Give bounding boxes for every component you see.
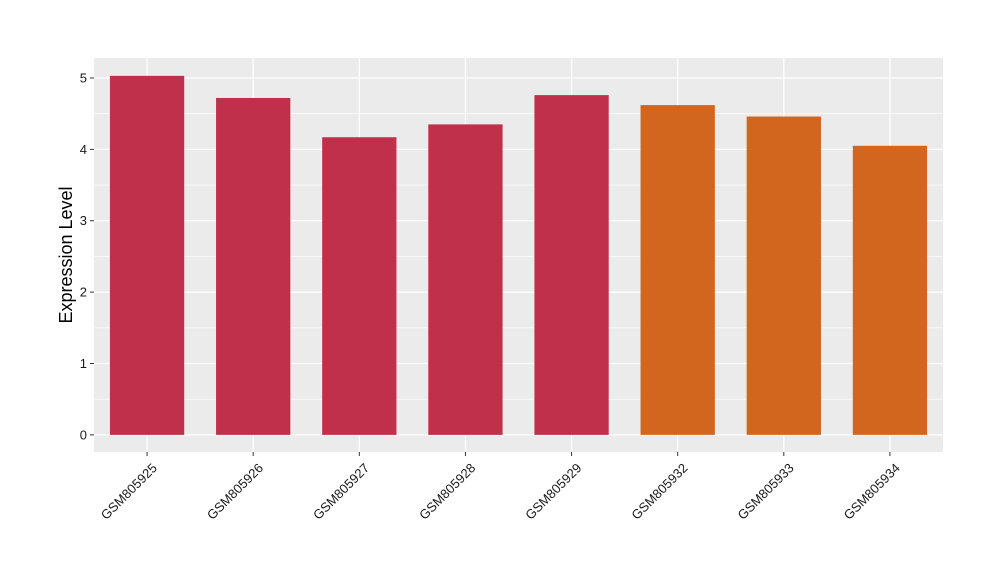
y-tick-label: 5 — [80, 70, 87, 85]
x-axis: GSM805925 GSM805926 GSM805927 GSM805928 GSM8… — [98, 452, 903, 523]
y-tick-label: 1 — [80, 356, 87, 371]
x-tick-label: GSM805932 — [628, 460, 690, 522]
y-tick-label: 2 — [80, 285, 87, 300]
bar-gsm805926 — [216, 97, 291, 435]
bar-gsm805934 — [852, 145, 928, 435]
x-tick-label: GSM805934 — [841, 460, 903, 522]
bar-gsm805933 — [746, 116, 821, 435]
bar-gsm805927 — [322, 137, 397, 435]
x-tick-label: GSM805925 — [98, 460, 160, 522]
y-tick-label: 4 — [80, 142, 87, 157]
x-tick-label: GSM805928 — [416, 460, 478, 522]
y-axis: 0 1 2 3 4 5 — [80, 70, 94, 442]
x-tick-label: GSM805929 — [522, 460, 584, 522]
bar-gsm805929 — [534, 95, 609, 435]
y-tick-label: 0 — [80, 427, 87, 442]
bar-gsm805932 — [640, 105, 715, 435]
x-tick-label: GSM805933 — [734, 460, 796, 522]
x-tick-label: GSM805926 — [204, 460, 266, 522]
y-tick-label: 3 — [80, 213, 87, 228]
bars — [109, 75, 928, 435]
bar-gsm805925 — [109, 75, 185, 435]
x-tick-label: GSM805927 — [310, 460, 372, 522]
bar-gsm805928 — [428, 124, 503, 435]
y-axis-title: Expression Level — [56, 186, 76, 323]
